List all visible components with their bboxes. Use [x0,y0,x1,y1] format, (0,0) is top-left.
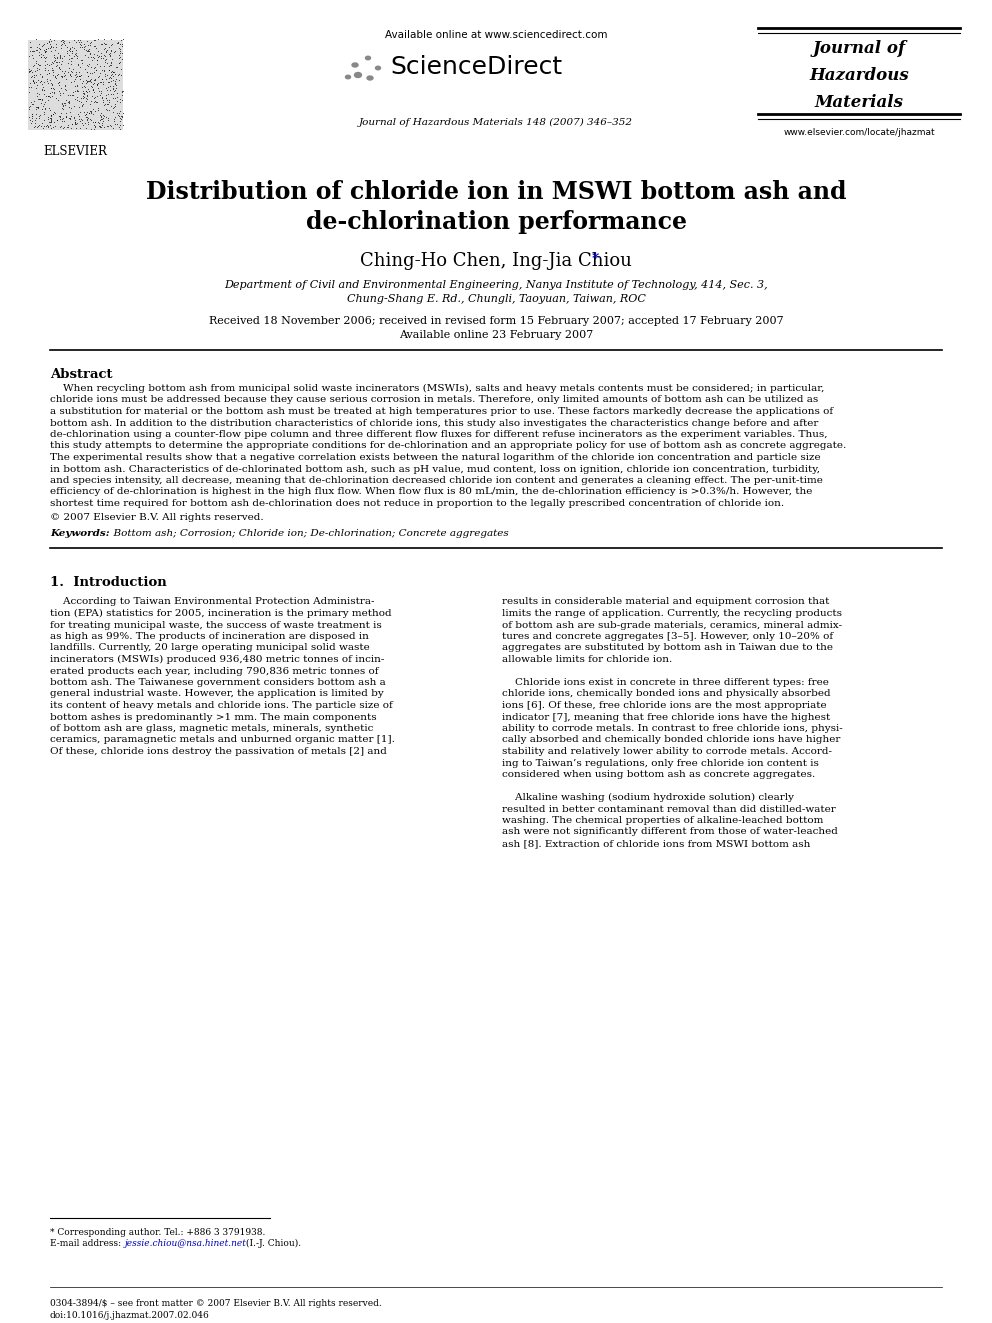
Text: cally absorbed and chemically bonded chloride ions have higher: cally absorbed and chemically bonded chl… [502,736,840,745]
Text: Hazardous: Hazardous [809,67,909,83]
Text: a substitution for material or the bottom ash must be treated at high temperatur: a substitution for material or the botto… [50,407,833,415]
Text: efficiency of de-chlorination is highest in the high flux flow. When flow flux i: efficiency of de-chlorination is highest… [50,487,812,496]
Text: bottom ash. In addition to the distribution characteristics of chloride ions, th: bottom ash. In addition to the distribut… [50,418,818,427]
Text: bottom ash. The Taiwanese government considers bottom ash a: bottom ash. The Taiwanese government con… [50,677,386,687]
Text: Department of Civil and Environmental Engineering, Nanya Institute of Technology: Department of Civil and Environmental En… [224,280,768,290]
Text: for treating municipal waste, the success of waste treatment is: for treating municipal waste, the succes… [50,620,382,630]
Text: incinerators (MSWIs) produced 936,480 metric tonnes of incin-: incinerators (MSWIs) produced 936,480 me… [50,655,384,664]
Text: * Corresponding author. Tel.: +886 3 3791938.: * Corresponding author. Tel.: +886 3 379… [50,1228,266,1237]
Text: Abstract: Abstract [50,368,112,381]
Text: allowable limits for chloride ion.: allowable limits for chloride ion. [502,655,673,664]
Text: Available online at www.sciencedirect.com: Available online at www.sciencedirect.co… [385,30,607,40]
Text: this study attempts to determine the appropriate conditions for de-chlorination : this study attempts to determine the app… [50,442,846,451]
Text: of bottom ash are sub-grade materials, ceramics, mineral admix-: of bottom ash are sub-grade materials, c… [502,620,842,630]
Text: ScienceDirect: ScienceDirect [390,56,562,79]
Ellipse shape [376,66,381,70]
Text: in bottom ash. Characteristics of de-chlorinated bottom ash, such as pH value, m: in bottom ash. Characteristics of de-chl… [50,464,820,474]
Ellipse shape [367,75,373,79]
Text: ceramics, paramagnetic metals and unburned organic matter [1].: ceramics, paramagnetic metals and unburn… [50,736,395,745]
Text: de-chlorination using a counter-flow pipe column and three different flow fluxes: de-chlorination using a counter-flow pip… [50,430,827,439]
Text: and species intensity, all decrease, meaning that de-chlorination decreased chlo: and species intensity, all decrease, mea… [50,476,823,486]
Text: ions [6]. Of these, free chloride ions are the most appropriate: ions [6]. Of these, free chloride ions a… [502,701,826,710]
Text: erated products each year, including 790,836 metric tonnes of: erated products each year, including 790… [50,667,379,676]
Text: When recycling bottom ash from municipal solid waste incinerators (MSWIs), salts: When recycling bottom ash from municipal… [50,384,824,393]
Text: Alkaline washing (sodium hydroxide solution) clearly: Alkaline washing (sodium hydroxide solut… [502,792,794,802]
Text: Distribution of chloride ion in MSWI bottom ash and: Distribution of chloride ion in MSWI bot… [146,180,846,204]
Text: Materials: Materials [814,94,904,111]
Text: chloride ions must be addressed because they cause serious corrosion in metals. : chloride ions must be addressed because … [50,396,818,405]
Text: limits the range of application. Currently, the recycling products: limits the range of application. Current… [502,609,842,618]
Text: (I.-J. Chiou).: (I.-J. Chiou). [243,1240,302,1248]
Text: chloride ions, chemically bonded ions and physically absorbed: chloride ions, chemically bonded ions an… [502,689,830,699]
Text: ash were not significantly different from those of water-leached: ash were not significantly different fro… [502,827,838,836]
Text: stability and relatively lower ability to corrode metals. Accord-: stability and relatively lower ability t… [502,747,832,755]
Text: 0304-3894/$ – see front matter © 2007 Elsevier B.V. All rights reserved.: 0304-3894/$ – see front matter © 2007 El… [50,1299,382,1308]
Ellipse shape [354,73,361,78]
Ellipse shape [345,75,350,79]
Text: ing to Taiwan’s regulations, only free chloride ion content is: ing to Taiwan’s regulations, only free c… [502,758,818,767]
Text: landfills. Currently, 20 large operating municipal solid waste: landfills. Currently, 20 large operating… [50,643,370,652]
Text: Of these, chloride ions destroy the passivation of metals [2] and: Of these, chloride ions destroy the pass… [50,747,387,755]
Text: tion (EPA) statistics for 2005, incineration is the primary method: tion (EPA) statistics for 2005, incinera… [50,609,392,618]
Text: Ching-Ho Chen, Ing-Jia Chiou: Ching-Ho Chen, Ing-Jia Chiou [360,251,632,270]
Text: jessie.chiou@nsa.hinet.net: jessie.chiou@nsa.hinet.net [125,1240,247,1248]
Bar [28,40,123,130]
Text: indicator [7], meaning that free chloride ions have the highest: indicator [7], meaning that free chlorid… [502,713,830,721]
Text: tures and concrete aggregates [3–5]. However, only 10–20% of: tures and concrete aggregates [3–5]. How… [502,632,833,642]
Text: general industrial waste. However, the application is limited by: general industrial waste. However, the a… [50,689,384,699]
Text: Available online 23 February 2007: Available online 23 February 2007 [399,329,593,340]
Text: ash [8]. Extraction of chloride ions from MSWI bottom ash: ash [8]. Extraction of chloride ions fro… [502,839,810,848]
Text: as high as 99%. The products of incineration are disposed in: as high as 99%. The products of incinera… [50,632,369,642]
Text: Journal of Hazardous Materials 148 (2007) 346–352: Journal of Hazardous Materials 148 (2007… [359,118,633,127]
Text: de-chlorination performance: de-chlorination performance [306,210,686,234]
Text: Bottom ash; Corrosion; Chloride ion; De-chlorination; Concrete aggregates: Bottom ash; Corrosion; Chloride ion; De-… [107,529,509,538]
Text: Keywords:: Keywords: [50,529,110,538]
Text: Chung-Shang E. Rd., Chungli, Taoyuan, Taiwan, ROC: Chung-Shang E. Rd., Chungli, Taoyuan, Ta… [346,294,646,304]
Text: © 2007 Elsevier B.V. All rights reserved.: © 2007 Elsevier B.V. All rights reserved… [50,513,264,523]
Text: of bottom ash are glass, magnetic metals, minerals, synthetic: of bottom ash are glass, magnetic metals… [50,724,373,733]
Text: resulted in better contaminant removal than did distilled-water: resulted in better contaminant removal t… [502,804,835,814]
Text: E-mail address:: E-mail address: [50,1240,124,1248]
Text: ability to corrode metals. In contrast to free chloride ions, physi-: ability to corrode metals. In contrast t… [502,724,843,733]
Text: Chloride ions exist in concrete in three different types: free: Chloride ions exist in concrete in three… [502,677,829,687]
Ellipse shape [352,64,358,67]
Text: www.elsevier.com/locate/jhazmat: www.elsevier.com/locate/jhazmat [784,128,934,138]
Text: doi:10.1016/j.jhazmat.2007.02.046: doi:10.1016/j.jhazmat.2007.02.046 [50,1311,209,1320]
Text: bottom ashes is predominantly >1 mm. The main components: bottom ashes is predominantly >1 mm. The… [50,713,377,721]
Text: The experimental results show that a negative correlation exists between the nat: The experimental results show that a neg… [50,452,820,462]
Text: its content of heavy metals and chloride ions. The particle size of: its content of heavy metals and chloride… [50,701,393,710]
Text: 1.  Introduction: 1. Introduction [50,576,167,589]
Text: aggregates are substituted by bottom ash in Taiwan due to the: aggregates are substituted by bottom ash… [502,643,833,652]
Text: *: * [592,251,599,266]
Text: considered when using bottom ash as concrete aggregates.: considered when using bottom ash as conc… [502,770,815,779]
Text: Journal of: Journal of [812,40,906,57]
Text: washing. The chemical properties of alkaline-leached bottom: washing. The chemical properties of alka… [502,816,823,826]
Text: Received 18 November 2006; received in revised form 15 February 2007; accepted 1: Received 18 November 2006; received in r… [208,316,784,325]
Ellipse shape [365,57,370,60]
Text: ELSEVIER: ELSEVIER [43,146,107,157]
Text: shortest time required for bottom ash de-chlorination does not reduce in proport: shortest time required for bottom ash de… [50,499,784,508]
Text: According to Taiwan Environmental Protection Administra-: According to Taiwan Environmental Protec… [50,598,375,606]
Text: results in considerable material and equipment corrosion that: results in considerable material and equ… [502,598,829,606]
